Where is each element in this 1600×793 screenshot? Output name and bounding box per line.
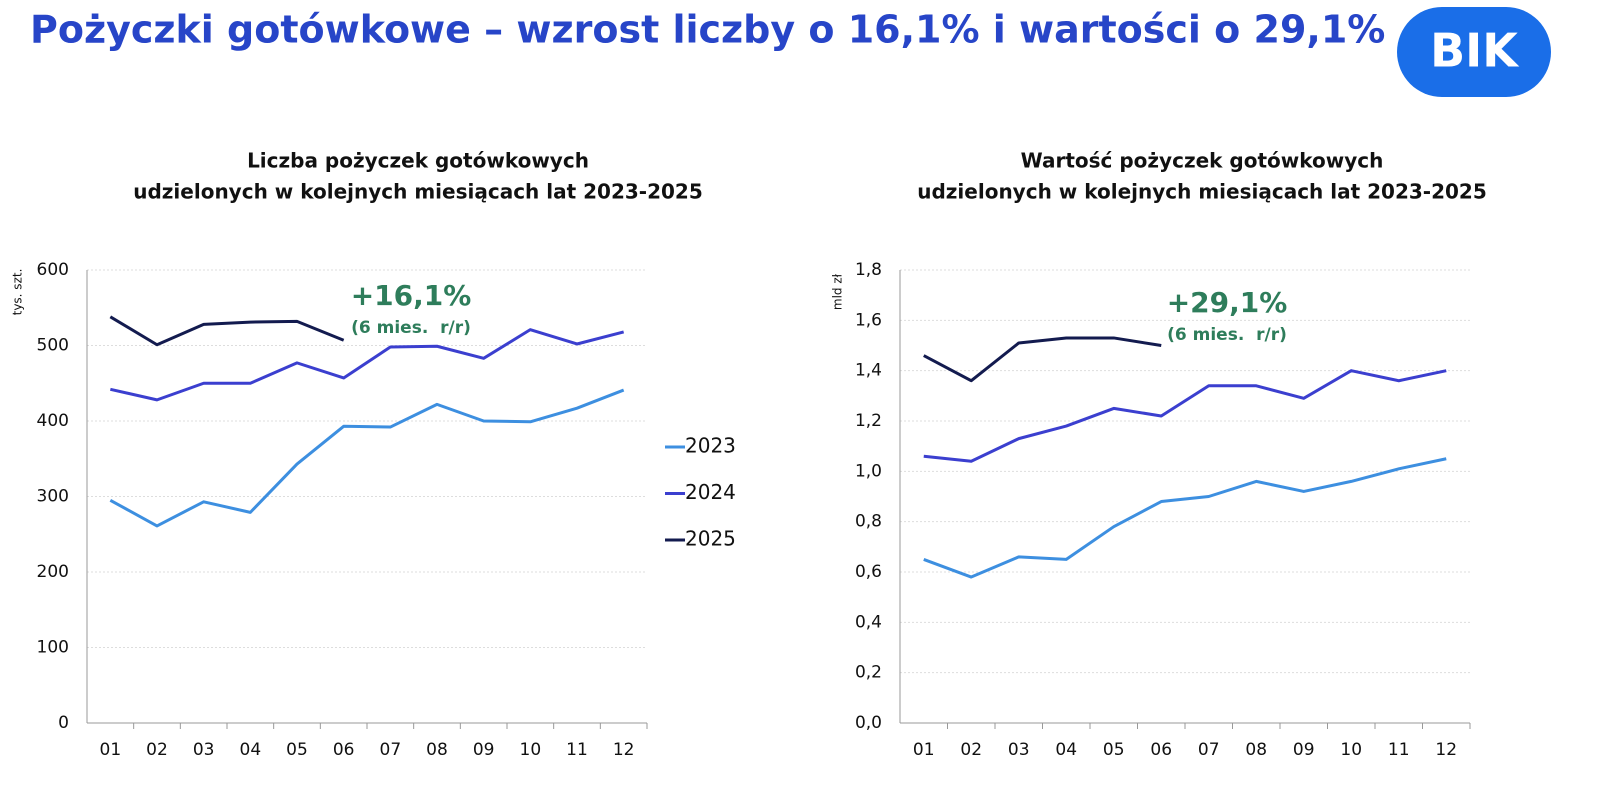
x-tick-label: 02	[960, 740, 982, 760]
x-tick-label: 06	[1150, 740, 1172, 760]
y-axis-label: tys. szt.	[11, 269, 25, 316]
y-tick-label: 1,2	[855, 411, 882, 431]
logo-shape	[1442, 7, 1506, 97]
annotation-subtext: (6 mies. r/r)	[1167, 325, 1287, 345]
legend-label: 2025	[685, 527, 736, 551]
y-tick-label: 100	[37, 638, 69, 658]
y-tick-label: 1,6	[855, 310, 882, 330]
x-tick-label: 04	[240, 740, 262, 760]
legend-label: 2023	[685, 434, 736, 458]
x-tick-label: 11	[1388, 740, 1410, 760]
y-tick-label: 300	[37, 487, 69, 507]
y-tick-label: 600	[37, 260, 69, 280]
y-tick-label: 0,0	[855, 713, 882, 733]
x-tick-label: 08	[1245, 740, 1267, 760]
annotation: +29,1%	[1167, 286, 1288, 319]
x-tick-label: 07	[380, 740, 402, 760]
series-line	[109, 315, 345, 347]
y-tick-label: 1,8	[855, 260, 882, 280]
x-tick-label: 09	[473, 740, 495, 760]
series-line	[109, 388, 625, 528]
x-tick-label: 12	[613, 740, 635, 760]
x-tick-label: 06	[333, 740, 355, 760]
x-tick-label: 10	[1340, 740, 1362, 760]
x-tick-label: 04	[1055, 740, 1077, 760]
x-tick-label: 03	[1008, 740, 1030, 760]
y-tick-label: 0,2	[855, 663, 882, 683]
y-tick-label: 0	[58, 713, 69, 733]
y-tick-label: 1,4	[855, 361, 882, 381]
x-tick-label: 09	[1293, 740, 1315, 760]
y-tick-label: 0,4	[855, 612, 882, 632]
x-tick-label: 05	[286, 740, 308, 760]
x-tick-label: 07	[1198, 740, 1220, 760]
annotation-subtext: (6 mies. r/r)	[351, 318, 471, 338]
x-tick-label: 01	[100, 740, 122, 760]
x-tick-label: 08	[426, 740, 448, 760]
x-tick-label: 10	[520, 740, 542, 760]
series-line	[923, 369, 1447, 463]
y-tick-label: 0,8	[855, 512, 882, 532]
x-tick-label: 05	[1103, 740, 1125, 760]
chart-title: Wartość pożyczek gotówkowych	[1021, 149, 1384, 173]
legend-label: 2024	[685, 480, 736, 504]
y-axis-label: mld zł	[831, 273, 845, 310]
y-tick-label: 1,0	[855, 461, 882, 481]
slide-title: Pożyczki gotówkowe – wzrost liczby o 16,…	[30, 8, 1385, 52]
x-tick-label: 03	[193, 740, 215, 760]
x-tick-label: 01	[913, 740, 935, 760]
y-tick-label: 200	[37, 562, 69, 582]
chart-title: udzielonych w kolejnych miesiącach lat 2…	[133, 180, 703, 204]
x-tick-label: 11	[566, 740, 588, 760]
y-tick-label: 0,6	[855, 562, 882, 582]
series-line	[923, 336, 1162, 383]
y-tick-label: 400	[37, 411, 69, 431]
logo: BIK	[1397, 7, 1551, 97]
x-tick-label: 02	[146, 740, 168, 760]
y-tick-label: 500	[37, 336, 69, 356]
chart-title: Liczba pożyczek gotówkowych	[247, 149, 589, 173]
x-tick-label: 12	[1435, 740, 1457, 760]
logo-text: BIK	[1430, 24, 1520, 78]
series-line	[110, 328, 625, 402]
annotation: +16,1%	[351, 279, 472, 312]
series-line	[923, 457, 1447, 579]
chart-title: udzielonych w kolejnych miesiącach lat 2…	[917, 180, 1487, 204]
